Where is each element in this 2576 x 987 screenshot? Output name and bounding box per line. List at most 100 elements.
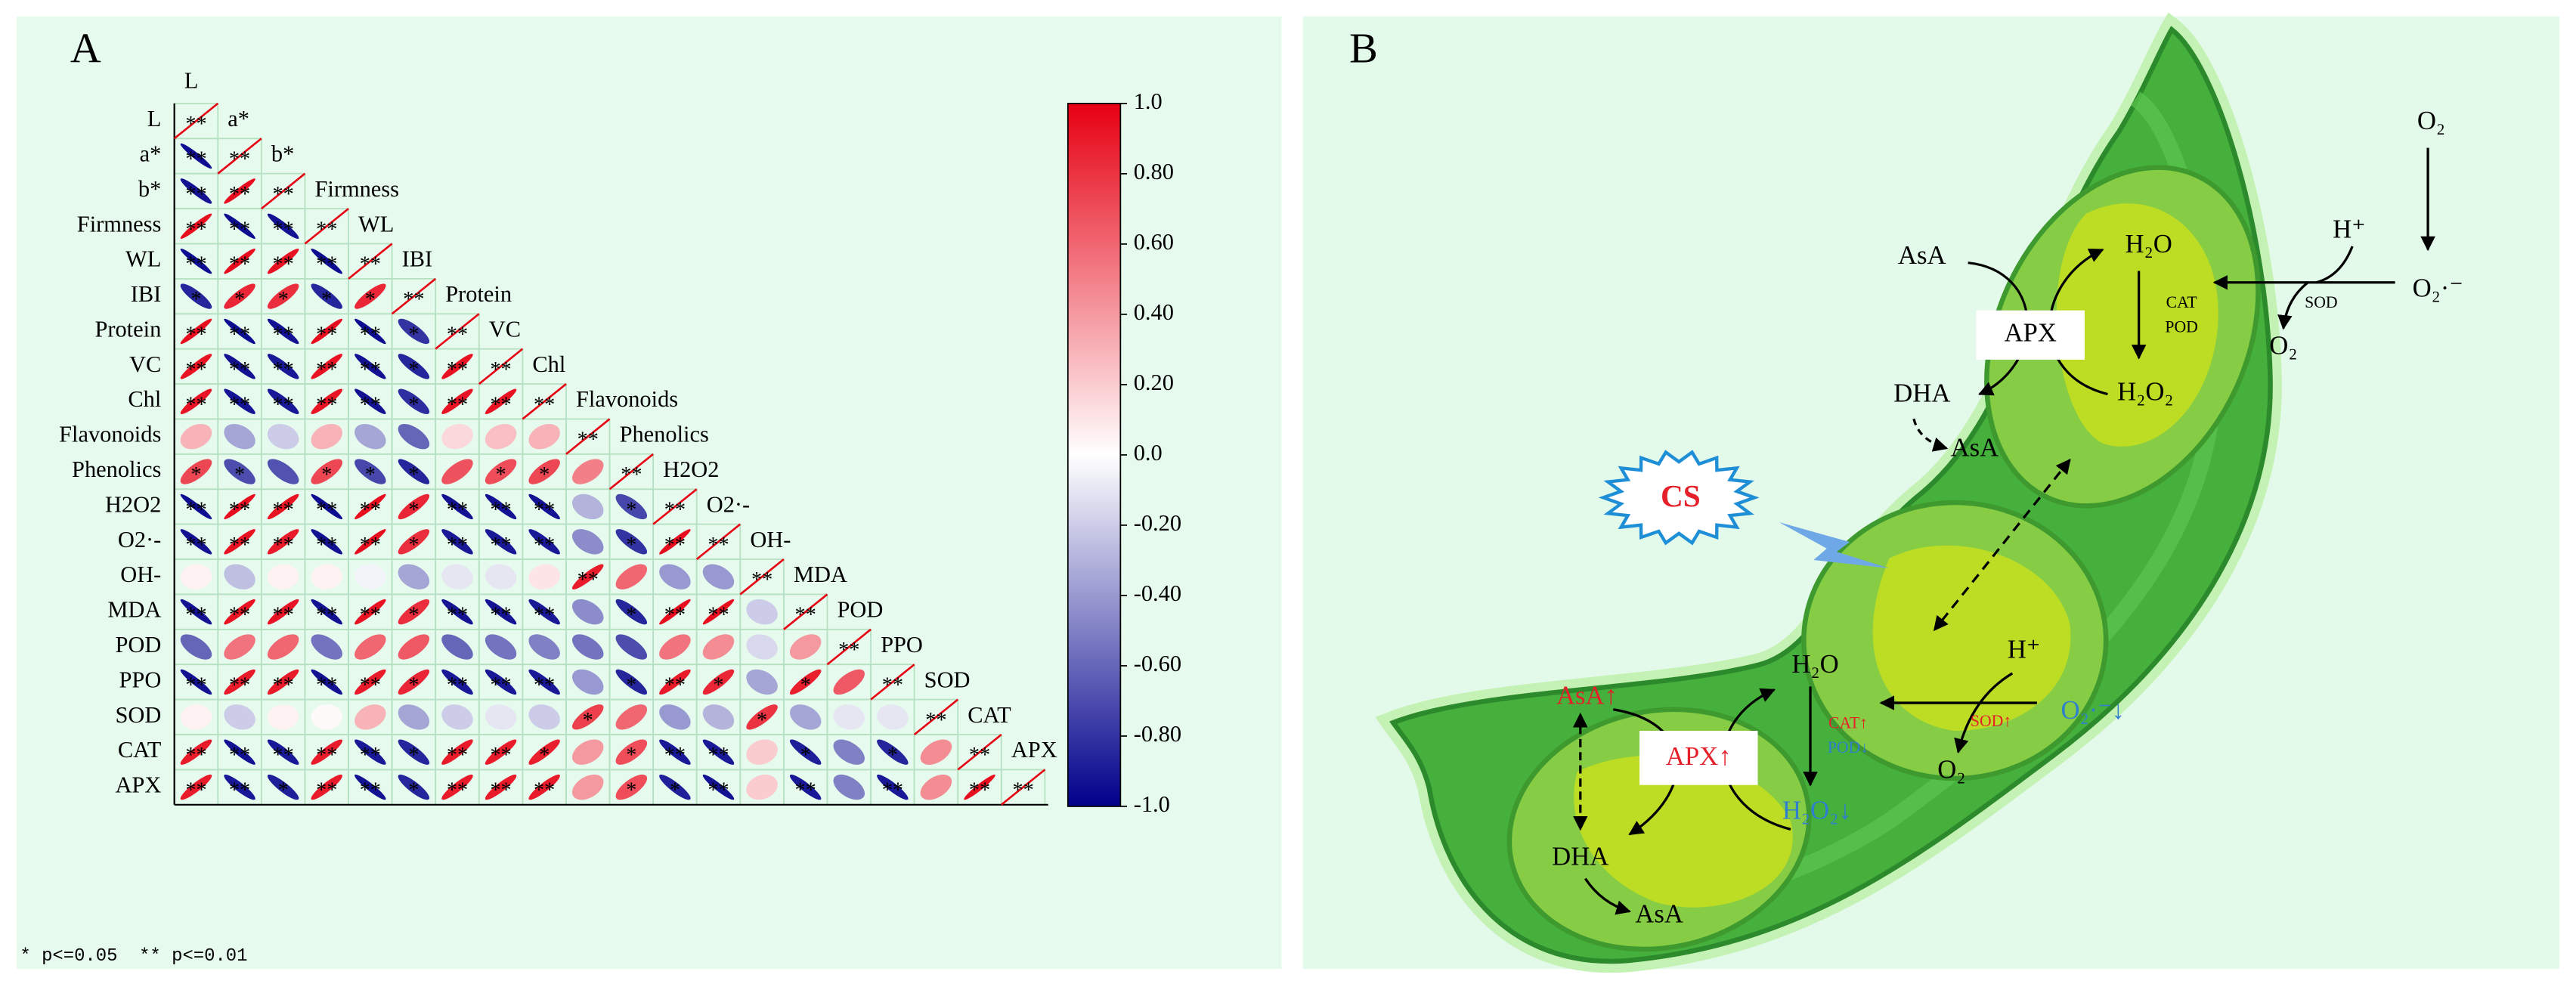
correlation-ellipse	[398, 318, 430, 345]
significance-label: **	[185, 534, 206, 557]
correlation-ellipse	[355, 388, 386, 414]
molecule-label: H₂O₂↓	[1782, 796, 1852, 825]
correlation-ellipse	[398, 529, 430, 555]
row-label: O2·-	[118, 527, 161, 552]
significance-label: **	[316, 534, 337, 557]
significance-label: **	[185, 218, 206, 241]
significance-label: *	[670, 779, 680, 803]
significance-label: **	[360, 393, 381, 416]
colorbar-tick-label: -0.80	[1134, 721, 1181, 747]
correlation-ellipse	[833, 774, 865, 800]
correlation-ellipse	[659, 669, 691, 695]
enzyme-label: SOD↑	[1971, 712, 2011, 730]
correlation-ellipse	[398, 354, 430, 379]
panel-label: B	[1349, 26, 1378, 73]
row-label: Flavonoids	[59, 422, 161, 447]
correlation-ellipse	[746, 634, 778, 660]
correlation-plot: LLa* a* b* b* Firmness Firmness WL WL IBI IBI Prot…	[59, 67, 1181, 817]
correlation-ellipse	[572, 599, 604, 625]
correlation-ellipse	[746, 669, 778, 695]
significance-label: *	[583, 709, 593, 732]
arrow	[1584, 877, 1631, 915]
correlation-ellipse	[180, 213, 212, 239]
enzyme-label: CAT	[2166, 293, 2197, 311]
molecule-label: O₂·⁻	[2413, 274, 2463, 303]
correlation-ellipse	[224, 529, 255, 555]
significance-label: **	[273, 534, 294, 557]
correlation-ellipse	[311, 493, 342, 520]
molecule-label: H₂O	[1791, 649, 1838, 679]
diagonal-mark	[261, 172, 306, 210]
correlation-ellipse	[528, 704, 560, 730]
correlation-ellipse	[441, 564, 473, 589]
correlation-ellipse	[355, 599, 386, 625]
row-label: Protein	[94, 316, 161, 342]
correlation-ellipse	[311, 459, 342, 484]
column-label: PPO	[881, 632, 923, 657]
significance-label: **	[273, 323, 294, 346]
significance-label: *	[626, 534, 636, 557]
significance-label: **	[229, 253, 250, 277]
column-label: Protein	[445, 281, 512, 307]
correlation-ellipse	[267, 704, 299, 730]
correlation-ellipse	[267, 564, 299, 589]
correlation-ellipse	[572, 493, 604, 520]
significance-label: **	[534, 498, 555, 521]
column-label: Firmness	[314, 176, 398, 202]
significance-label: **	[360, 604, 381, 627]
correlation-ellipse	[441, 634, 473, 660]
colorbar-tick-label: 0.60	[1134, 229, 1174, 255]
correlation-ellipse	[485, 459, 517, 484]
significance-label: **	[490, 358, 511, 382]
correlation-ellipse	[398, 774, 430, 800]
significance-label: *	[190, 288, 201, 311]
significance-label: **	[316, 358, 337, 382]
correlation-ellipse	[224, 774, 255, 800]
correlation-ellipse	[746, 599, 778, 625]
significance-label: **	[534, 604, 555, 627]
correlation-ellipse	[833, 669, 865, 695]
correlation-ellipse	[615, 599, 648, 625]
significance-label: *	[626, 744, 636, 767]
significance-label: **	[229, 393, 250, 416]
correlation-ellipse	[311, 564, 342, 589]
correlation-ellipse	[398, 739, 430, 765]
enzyme-label: APX↑	[1666, 741, 1732, 771]
significance-label: **	[316, 393, 337, 416]
correlation-ellipse	[528, 599, 560, 625]
significance-label: **	[360, 673, 381, 697]
significance-label: **	[882, 673, 903, 697]
correlation-ellipse	[441, 529, 473, 555]
correlation-ellipse	[441, 739, 473, 765]
significance-label: *	[234, 463, 245, 487]
correlation-ellipse	[441, 459, 473, 484]
diagonal-mark	[739, 558, 785, 596]
correlation-ellipse	[659, 774, 691, 800]
correlation-ellipse	[180, 318, 212, 345]
correlation-ellipse	[267, 283, 299, 309]
significance-label: *	[539, 463, 550, 487]
correlation-ellipse	[267, 493, 299, 520]
significance-label: **	[316, 323, 337, 346]
significance-label: **	[577, 429, 599, 452]
significance-label: **	[229, 779, 250, 803]
significance-label: **	[316, 744, 337, 767]
correlation-ellipse	[964, 774, 995, 800]
diagonal-mark	[478, 348, 524, 385]
row-label: IBI	[131, 281, 162, 307]
significance-label: **	[185, 393, 206, 416]
correlation-ellipse	[485, 634, 517, 660]
significance-label: **	[447, 604, 468, 627]
significance-label: **	[273, 604, 294, 627]
diagonal-mark	[913, 698, 959, 736]
significance-label: **	[490, 534, 511, 557]
correlation-ellipse	[485, 739, 517, 765]
row-label: POD	[115, 632, 161, 657]
significance-label: **	[316, 253, 337, 277]
correlation-ellipse	[355, 459, 386, 484]
correlation-ellipse	[180, 283, 212, 309]
correlation-ellipse	[355, 739, 386, 765]
significance-label: **	[664, 604, 686, 627]
correlation-ellipse	[311, 704, 342, 730]
row-label: Firmness	[77, 211, 162, 237]
